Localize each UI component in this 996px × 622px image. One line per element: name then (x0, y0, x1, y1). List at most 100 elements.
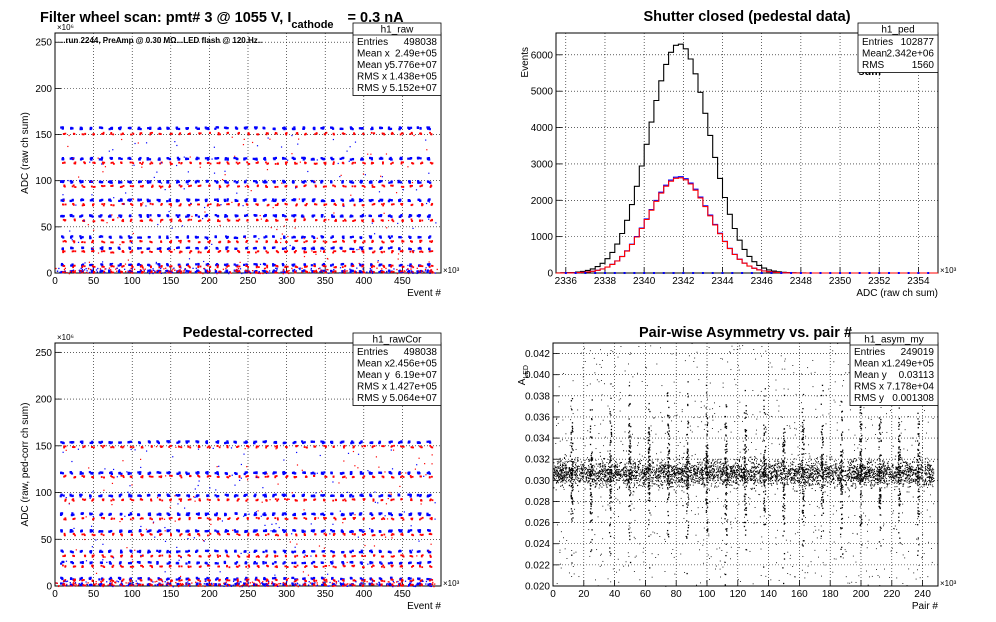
point-on (128, 247, 132, 250)
point-off (140, 251, 143, 254)
point-on (243, 126, 246, 129)
point-baseline (343, 271, 346, 273)
point-off (199, 580, 202, 583)
point-on (168, 513, 171, 517)
point-baseline (298, 267, 300, 270)
point-baseline (379, 270, 382, 272)
point-off (382, 264, 385, 267)
point-off (149, 132, 152, 134)
point-off (159, 162, 162, 165)
point-off (237, 498, 240, 501)
point-off (121, 270, 123, 273)
point-on (166, 493, 169, 496)
point-baseline (319, 270, 321, 273)
point-baseline (276, 269, 278, 271)
point-on (166, 551, 169, 554)
point-on (176, 550, 179, 553)
point-off (399, 133, 402, 136)
point-noise (140, 466, 142, 469)
point-on (313, 263, 316, 266)
point-on (361, 472, 364, 475)
point-on (98, 530, 101, 533)
point-on (226, 529, 229, 533)
point-noise (210, 523, 212, 526)
point-off (228, 475, 231, 477)
point-off (257, 566, 260, 569)
point-noise (332, 138, 335, 141)
point-noise (410, 266, 412, 268)
point-on (236, 577, 239, 580)
point-off (218, 446, 221, 449)
point-noise (346, 150, 348, 152)
point-off (187, 133, 190, 135)
point-on (359, 472, 363, 475)
point-off (351, 498, 354, 501)
point-on (195, 126, 198, 129)
point-off (295, 240, 298, 243)
point-noise (173, 249, 175, 251)
point-noise (73, 186, 76, 188)
point-on (428, 263, 431, 266)
point-baseline (195, 267, 197, 269)
point-on (349, 199, 352, 202)
point-on (321, 512, 324, 515)
point-on (234, 562, 237, 565)
point-off (218, 532, 220, 535)
point-off (92, 476, 95, 479)
point-on (186, 157, 190, 160)
point-off (255, 475, 258, 478)
point-off (362, 585, 364, 587)
point-off (112, 218, 115, 221)
point-on (360, 512, 363, 515)
point-off (351, 162, 354, 165)
point-on (119, 198, 123, 201)
point-baseline (171, 271, 174, 274)
point-on (331, 214, 334, 217)
point-off (179, 250, 182, 253)
point-on (176, 181, 179, 184)
point-baseline (204, 268, 206, 270)
point-on (361, 530, 364, 533)
point-on (398, 235, 401, 239)
point-off (161, 218, 164, 221)
point-noise (77, 241, 80, 243)
point-on (350, 529, 353, 533)
point-on (196, 236, 199, 239)
point-off (102, 265, 105, 268)
point-on (378, 157, 382, 160)
point-on (417, 180, 420, 183)
point-on (254, 530, 257, 533)
point-off (141, 554, 144, 557)
point-off (122, 250, 124, 252)
point-on (99, 180, 102, 183)
point-on (264, 235, 268, 238)
point-noise (213, 146, 215, 148)
point-off (81, 204, 84, 207)
point-off (399, 250, 402, 253)
point-on (215, 126, 218, 129)
point-off (170, 204, 173, 207)
point-off (391, 184, 394, 187)
point-off (402, 271, 405, 274)
point-off (129, 518, 132, 521)
point-on (310, 472, 313, 475)
point-noise (194, 496, 196, 498)
point-on (109, 562, 112, 565)
point-on (252, 247, 256, 250)
point-off (100, 184, 103, 187)
point-off (332, 534, 335, 537)
point-off (274, 271, 277, 274)
point-on (61, 550, 64, 553)
point-on (332, 247, 335, 250)
point-off (122, 218, 124, 221)
point-off (391, 131, 394, 134)
point-off (266, 219, 269, 222)
point-on (60, 562, 63, 565)
point-on (216, 180, 219, 184)
point-off (324, 265, 327, 268)
point-off (354, 270, 356, 273)
point-off (159, 533, 162, 536)
point-on (293, 236, 296, 239)
point-on (185, 578, 188, 581)
point-noise (383, 212, 385, 214)
